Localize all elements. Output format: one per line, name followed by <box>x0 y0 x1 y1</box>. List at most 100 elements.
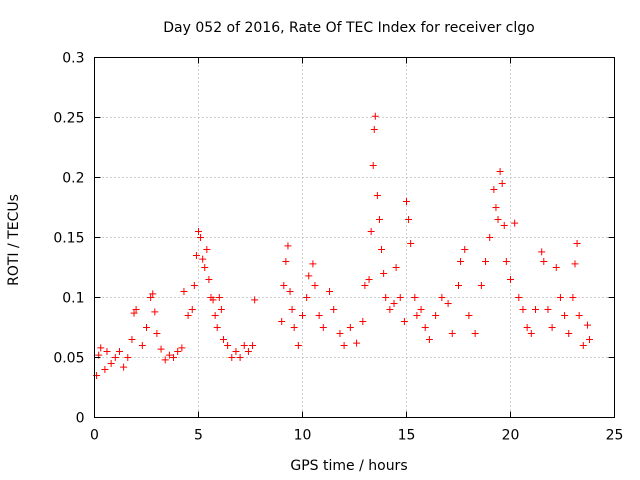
data-point <box>369 162 377 169</box>
data-point <box>290 324 298 331</box>
data-point <box>413 312 421 319</box>
x-tick-label: 0 <box>90 428 99 444</box>
y-tick-label: 0 <box>76 411 85 427</box>
data-point <box>583 321 591 329</box>
data-point <box>203 246 211 253</box>
data-point <box>103 348 111 355</box>
data-point <box>138 342 146 349</box>
data-point <box>538 248 546 256</box>
data-point <box>211 312 219 319</box>
data-point <box>556 294 564 301</box>
data-point <box>309 260 317 268</box>
data-point <box>444 300 452 307</box>
data-point <box>201 264 209 271</box>
data-point <box>101 366 109 373</box>
data-point <box>571 260 579 268</box>
y-tick-label: 0.1 <box>62 291 84 307</box>
data-point <box>178 344 186 352</box>
data-point <box>544 306 552 313</box>
data-point <box>378 246 386 253</box>
data-point <box>390 300 398 307</box>
data-point <box>573 240 581 247</box>
data-point <box>531 306 539 313</box>
data-point <box>492 204 500 211</box>
data-point <box>228 354 236 361</box>
data-point <box>486 234 494 241</box>
x-tick-label: 5 <box>194 428 203 444</box>
data-point <box>382 294 390 301</box>
data-point <box>438 294 446 301</box>
data-point <box>217 306 225 313</box>
data-point <box>552 264 560 271</box>
data-point <box>251 296 259 304</box>
data-point <box>482 258 490 265</box>
data-point <box>500 222 508 229</box>
data-point <box>502 258 510 265</box>
data-point <box>280 282 288 289</box>
data-point <box>130 309 138 317</box>
data-point <box>471 330 479 337</box>
y-tick-labels: 0 0.05 0.1 0.15 0.2 0.25 0.3 <box>53 51 84 427</box>
data-point <box>490 186 498 193</box>
y-tick-label: 0.25 <box>53 111 84 127</box>
data-point <box>107 360 115 367</box>
data-point <box>548 324 556 331</box>
grid-lines <box>94 57 615 418</box>
data-point <box>336 330 344 337</box>
data-point <box>405 216 413 223</box>
data-point <box>380 270 388 277</box>
data-points <box>93 112 594 379</box>
data-point <box>569 294 577 301</box>
data-point <box>236 354 244 361</box>
data-point <box>523 324 531 331</box>
data-point <box>120 363 128 371</box>
data-point <box>299 312 306 319</box>
data-point <box>215 294 223 301</box>
data-point <box>370 126 378 133</box>
data-point <box>371 112 379 120</box>
data-point <box>498 180 506 187</box>
data-point <box>224 342 232 349</box>
data-point <box>240 342 248 349</box>
data-point <box>346 324 354 331</box>
data-point <box>515 294 523 301</box>
data-point <box>392 264 400 271</box>
data-point <box>386 306 394 313</box>
y-tick-label: 0.3 <box>62 51 84 67</box>
data-point <box>188 306 196 313</box>
data-point <box>400 318 408 325</box>
y-tick-label: 0.2 <box>62 171 84 187</box>
x-tick-labels: 0 5 10 15 20 25 <box>90 428 623 444</box>
data-point <box>192 252 200 259</box>
data-point <box>375 216 383 223</box>
data-point <box>124 354 132 361</box>
data-point <box>184 312 192 319</box>
y-axis-label: ROTI / TECUs <box>6 194 22 286</box>
data-point <box>315 312 323 319</box>
y-tick-label: 0.05 <box>53 351 84 367</box>
data-point <box>507 276 514 283</box>
data-point <box>494 216 502 223</box>
data-point <box>340 342 348 349</box>
x-tick-label: 20 <box>502 428 520 444</box>
data-point <box>586 336 594 343</box>
x-axis-label: GPS time / hours <box>290 458 407 474</box>
data-point <box>373 192 381 199</box>
data-point <box>170 354 178 361</box>
data-point <box>132 306 140 313</box>
data-point <box>197 234 205 241</box>
data-point <box>403 198 410 205</box>
data-point <box>365 276 373 283</box>
data-point <box>519 306 527 313</box>
data-point <box>278 318 286 325</box>
data-point <box>180 288 188 295</box>
x-tick-label: 15 <box>398 428 416 444</box>
data-point <box>465 312 473 319</box>
data-point <box>157 345 165 353</box>
data-point <box>205 276 213 283</box>
data-point <box>396 294 404 301</box>
data-point <box>143 324 150 331</box>
data-point <box>165 351 173 359</box>
data-point <box>326 288 334 295</box>
